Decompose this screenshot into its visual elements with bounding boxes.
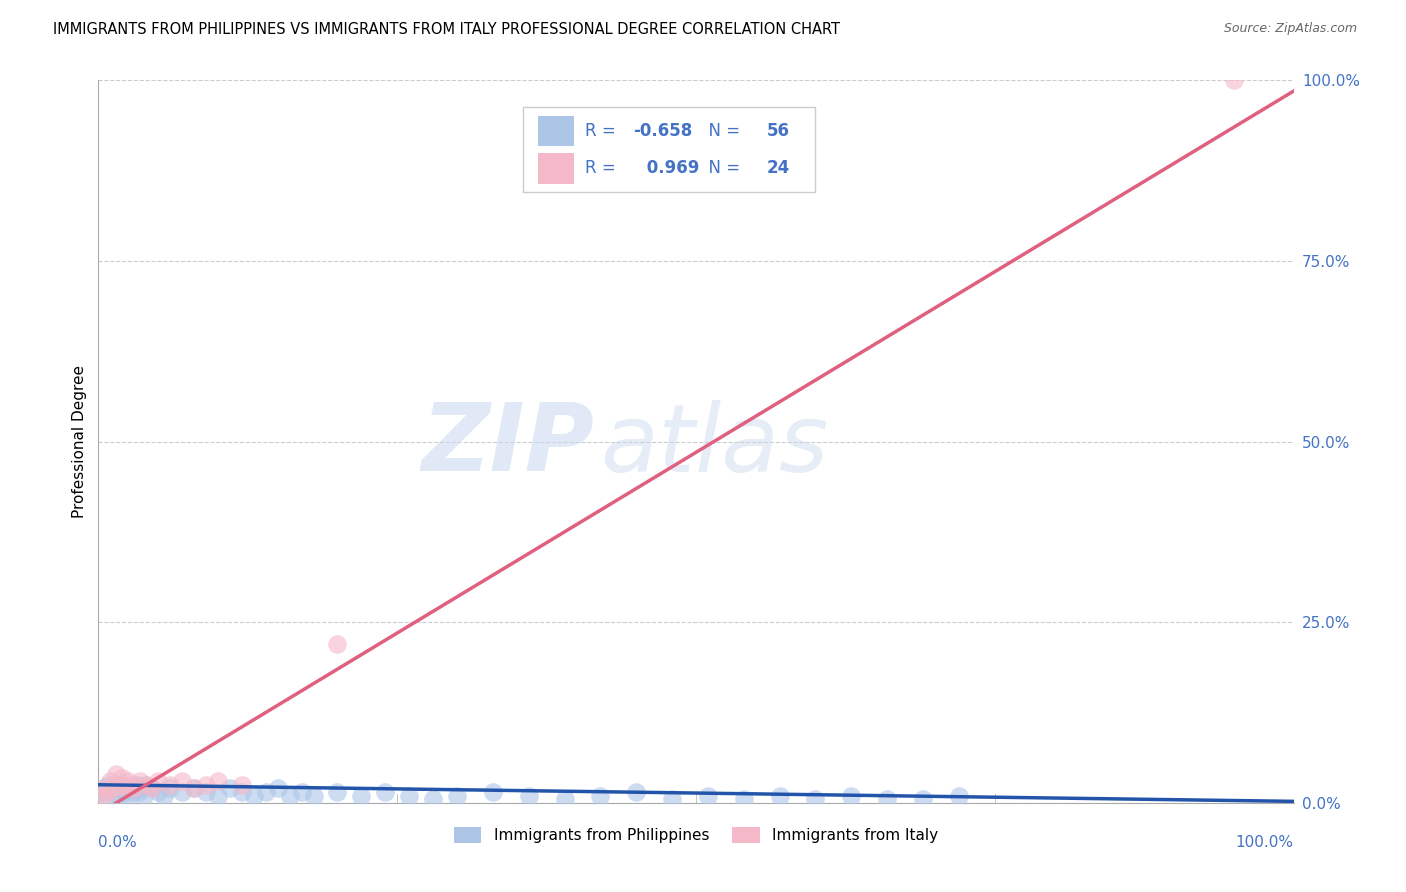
- Text: 0.0%: 0.0%: [98, 835, 138, 850]
- Point: [135, 778, 157, 792]
- Text: N =: N =: [699, 160, 745, 178]
- Point: [841, 789, 863, 803]
- Point: [207, 789, 229, 803]
- Text: Source: ZipAtlas.com: Source: ZipAtlas.com: [1223, 22, 1357, 36]
- Point: [243, 789, 266, 803]
- Point: [183, 781, 205, 796]
- Point: [135, 778, 157, 792]
- Point: [278, 789, 301, 803]
- Point: [482, 785, 505, 799]
- Point: [769, 789, 792, 803]
- Point: [398, 789, 420, 803]
- Point: [159, 778, 181, 792]
- Point: [589, 789, 612, 803]
- Point: [446, 789, 468, 803]
- Point: [90, 785, 112, 799]
- Point: [115, 781, 138, 796]
- Point: [231, 778, 253, 792]
- Point: [302, 789, 325, 803]
- Text: 0.969: 0.969: [641, 160, 699, 178]
- Point: [912, 792, 935, 806]
- Point: [93, 781, 115, 796]
- Point: [131, 781, 153, 796]
- Point: [326, 637, 349, 651]
- Point: [422, 792, 444, 806]
- Point: [117, 774, 139, 789]
- Point: [129, 774, 152, 789]
- Point: [107, 789, 129, 803]
- FancyBboxPatch shape: [523, 107, 815, 193]
- Text: ZIP: ZIP: [422, 399, 595, 491]
- Point: [132, 789, 155, 803]
- Point: [948, 789, 970, 803]
- Text: R =: R =: [585, 160, 626, 178]
- Point: [350, 789, 373, 803]
- Point: [153, 789, 176, 803]
- Point: [374, 785, 396, 799]
- Text: 100.0%: 100.0%: [1236, 835, 1294, 850]
- Point: [125, 778, 148, 792]
- Point: [108, 778, 131, 792]
- Point: [98, 781, 122, 796]
- Point: [108, 778, 131, 792]
- Bar: [538, 153, 574, 184]
- Point: [172, 785, 194, 799]
- Point: [114, 785, 136, 799]
- Point: [517, 789, 540, 803]
- Point: [97, 778, 120, 792]
- Point: [183, 781, 205, 796]
- Point: [101, 781, 124, 796]
- Point: [105, 767, 128, 781]
- Point: [121, 785, 143, 799]
- Point: [207, 774, 229, 789]
- Y-axis label: Professional Degree: Professional Degree: [72, 365, 87, 518]
- Point: [697, 789, 720, 803]
- Point: [141, 781, 163, 796]
- Point: [326, 785, 349, 799]
- Text: atlas: atlas: [600, 400, 828, 491]
- Point: [141, 781, 163, 796]
- Point: [195, 785, 218, 799]
- Point: [804, 792, 827, 806]
- Point: [554, 792, 576, 806]
- Point: [98, 774, 122, 789]
- Point: [626, 785, 648, 799]
- Point: [172, 774, 194, 789]
- Point: [219, 781, 242, 796]
- Point: [111, 771, 134, 785]
- Text: 24: 24: [766, 160, 790, 178]
- Point: [91, 789, 114, 803]
- Point: [118, 789, 141, 803]
- Point: [148, 785, 170, 799]
- Text: -0.658: -0.658: [633, 122, 692, 140]
- Point: [254, 785, 277, 799]
- Point: [121, 778, 143, 792]
- Point: [195, 778, 218, 792]
- Point: [115, 781, 138, 796]
- Point: [124, 781, 146, 796]
- Text: 56: 56: [766, 122, 790, 140]
- Legend: Immigrants from Philippines, Immigrants from Italy: Immigrants from Philippines, Immigrants …: [449, 822, 943, 849]
- Point: [111, 781, 134, 796]
- Point: [733, 792, 755, 806]
- Point: [124, 781, 146, 796]
- Point: [291, 785, 314, 799]
- Point: [1223, 73, 1246, 87]
- Point: [104, 781, 127, 796]
- Point: [94, 789, 117, 803]
- Point: [101, 785, 124, 799]
- Point: [876, 792, 898, 806]
- Point: [148, 774, 170, 789]
- Point: [661, 792, 683, 806]
- Point: [231, 785, 253, 799]
- Text: IMMIGRANTS FROM PHILIPPINES VS IMMIGRANTS FROM ITALY PROFESSIONAL DEGREE CORRELA: IMMIGRANTS FROM PHILIPPINES VS IMMIGRANT…: [53, 22, 841, 37]
- Point: [97, 785, 120, 799]
- Point: [267, 781, 290, 796]
- Point: [128, 785, 150, 799]
- Point: [91, 781, 114, 796]
- Text: R =: R =: [585, 122, 621, 140]
- Bar: [538, 116, 574, 146]
- Text: N =: N =: [699, 122, 745, 140]
- Point: [159, 781, 181, 796]
